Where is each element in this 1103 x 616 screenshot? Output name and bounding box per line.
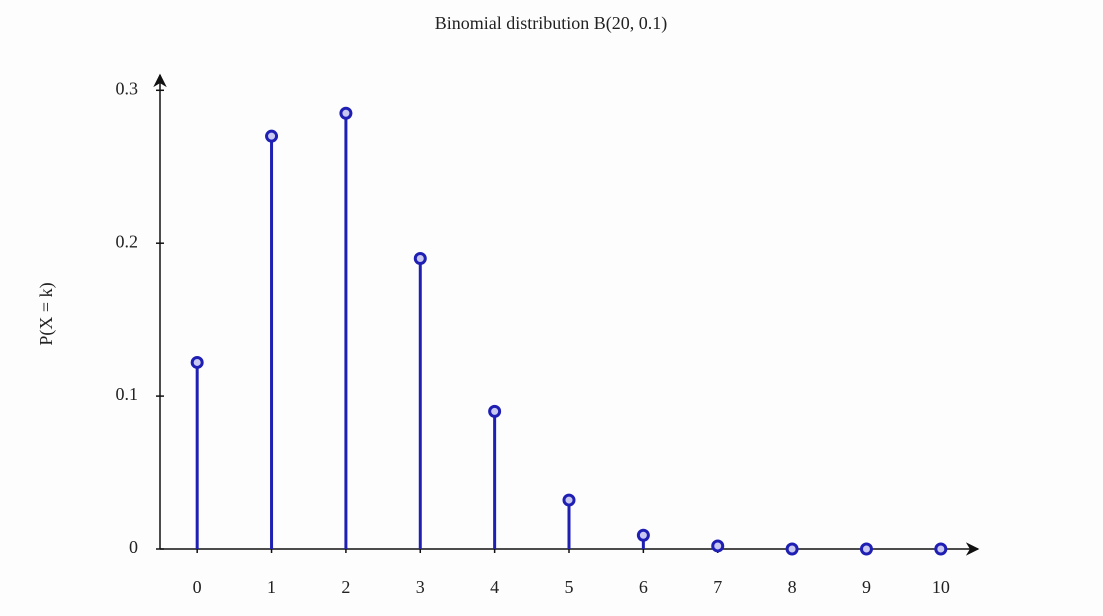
stem-marker [413,251,427,265]
x-tick-label: 3 [416,577,425,597]
x-tick-label: 2 [341,577,350,597]
stem-marker [859,542,873,556]
x-tick-label: 10 [932,577,950,597]
y-axis-label: P(X = k) [36,282,57,345]
y-tick-label: 0.3 [116,78,139,98]
y-tick-label: 0 [129,537,138,557]
stem-marker [190,355,204,369]
stem-marker [339,106,353,120]
x-tick-label: 6 [639,577,648,597]
x-tick-label: 8 [788,577,797,597]
x-tick-label: 1 [267,577,276,597]
x-tick-label: 9 [862,577,871,597]
x-tick-label: 5 [565,577,574,597]
stem-marker [785,542,799,556]
x-tick-label: 0 [193,577,202,597]
stem-marker [934,542,948,556]
chart-title: Binomial distribution B(20, 0.1) [435,13,668,34]
stem-marker [711,539,725,553]
x-tick-label: 7 [713,577,722,597]
y-tick-label: 0.1 [116,384,139,404]
x-tick-label: 4 [490,577,499,597]
stem-marker [636,528,650,542]
stem-marker [562,493,576,507]
stem-marker [265,129,279,143]
stem-marker [488,404,502,418]
y-tick-label: 0.2 [116,231,139,251]
